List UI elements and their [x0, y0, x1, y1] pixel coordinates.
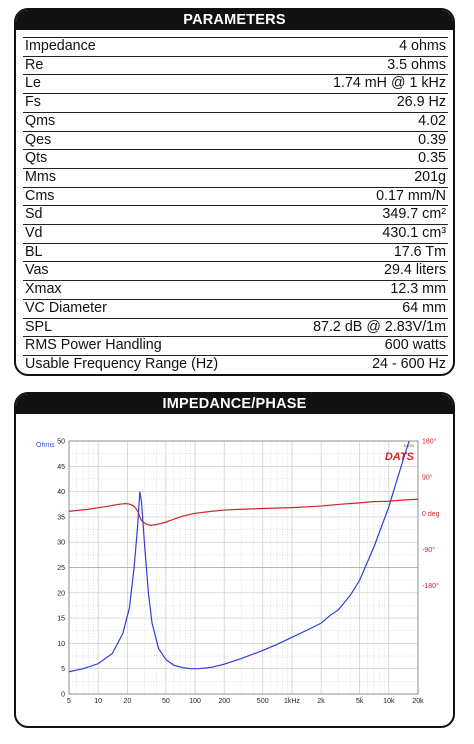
parameter-row: Qes 0.39: [23, 131, 448, 151]
x-tick-label: 2k: [317, 698, 325, 705]
parameter-label: Vas: [23, 261, 275, 282]
x-tick-label: 10k: [383, 698, 395, 705]
impedance-curve: [69, 441, 410, 673]
parameter-value: 17.6 Tm: [274, 243, 448, 263]
y-tick-label: 10: [57, 641, 65, 648]
parameter-row: SPL 87.2 dB @ 2.83V/1m: [23, 318, 448, 338]
parameters-title: PARAMETERS: [16, 10, 453, 30]
x-tick-label: 1kHz: [284, 698, 300, 705]
parameter-value: 4.02: [274, 112, 448, 132]
phase-tick-label: 90°: [422, 474, 433, 482]
parameter-label: RMS Power Handling: [23, 336, 275, 356]
parameter-row: Cms 0.17 mm/N: [23, 187, 448, 207]
impedance-phase-title: IMPEDANCE/PHASE: [16, 394, 453, 414]
parameter-value: 24 - 600 Hz: [274, 355, 448, 374]
parameter-row: Qts 0.35: [23, 149, 448, 169]
parameter-label: Fs: [23, 93, 275, 113]
parameter-label: Cms: [23, 187, 275, 207]
y-axis-label: Ohms: [36, 442, 55, 449]
parameters-table: Impedance 4 ohms Re 3.5 ohms Le 1.74 mH @ 1 k…: [23, 37, 448, 374]
x-tick-label: 100: [189, 698, 201, 705]
parameter-label: Qms: [23, 112, 275, 132]
parameter-row: Usable Frequency Range (Hz) 24 - 600 Hz: [23, 355, 448, 374]
x-tick-label: 5k: [356, 698, 364, 705]
parameter-value: 26.9 Hz: [274, 93, 448, 113]
parameter-row: Xmax 12.3 mm: [23, 280, 448, 300]
x-tick-label: 200: [218, 698, 230, 705]
y-tick-label: 25: [57, 565, 65, 572]
parameter-row: BL 17.6 Tm: [23, 243, 448, 263]
parameter-label: Usable Frequency Range (Hz): [23, 355, 275, 374]
x-tick-label: 500: [257, 698, 269, 705]
y-tick-label: 35: [57, 514, 65, 521]
x-tick-label: 50: [162, 698, 170, 705]
parameter-label: Le: [23, 74, 275, 95]
parameter-row: Qms 4.02: [23, 112, 448, 132]
parameter-label: Qts: [23, 149, 275, 169]
y-tick-label: 45: [57, 464, 65, 471]
parameter-label: Sd: [23, 205, 275, 226]
y-tick-label: 50: [57, 439, 65, 446]
parameter-row: Fs 26.9 Hz: [23, 93, 448, 113]
phase-curve: [69, 498, 418, 526]
dats-logo-small: DATS: [404, 443, 415, 448]
parameter-label: Impedance: [23, 37, 275, 57]
parameter-value: 600 watts: [274, 336, 448, 356]
parameter-value: 0.17 mm/N: [274, 187, 448, 207]
phase-tick-label: -180°: [422, 582, 439, 590]
y-tick-label: 20: [57, 590, 65, 597]
parameter-value: 349.7 cm²: [274, 205, 448, 226]
x-tick-label: 20: [123, 698, 131, 705]
parameter-value: 12.3 mm: [274, 280, 448, 300]
parameter-row: Sd 349.7 cm²: [23, 205, 448, 226]
parameter-label: Xmax: [23, 280, 275, 300]
parameter-value: 3.5 ohms: [274, 56, 448, 76]
parameter-label: SPL: [23, 318, 275, 338]
parameter-row: Vas 29.4 liters: [23, 261, 448, 282]
parameter-label: BL: [23, 243, 275, 263]
phase-tick-label: 180°: [422, 438, 437, 446]
y-tick-label: 5: [61, 666, 65, 673]
y-tick-label: 40: [57, 489, 65, 496]
dats-logo: DATS: [385, 451, 415, 463]
parameter-label: Vd: [23, 224, 275, 244]
parameter-value: 87.2 dB @ 2.83V/1m: [274, 318, 448, 338]
parameter-row: Mms 201g: [23, 168, 448, 188]
y-tick-label: 30: [57, 540, 65, 547]
parameters-panel: PARAMETERS Impedance 4 ohms Re 3.5 ohms Le 1.…: [14, 8, 455, 376]
impedance-phase-panel: IMPEDANCE/PHASE 0 5 10 15 20 25 30 35 40 45 50 5 10 2…: [14, 392, 455, 728]
phase-tick-label: 0 deg: [422, 511, 440, 518]
parameter-label: Qes: [23, 131, 275, 151]
parameter-value: 4 ohms: [274, 37, 448, 57]
parameter-row: Re 3.5 ohms: [23, 56, 448, 76]
parameter-row: RMS Power Handling 600 watts: [23, 336, 448, 356]
parameter-row: VC Diameter 64 mm: [23, 299, 448, 319]
parameter-value: 64 mm: [274, 299, 448, 319]
parameter-label: Mms: [23, 168, 275, 188]
x-tick-label: 5: [67, 698, 71, 705]
y-tick-label: 0: [61, 692, 65, 699]
parameter-row: Le 1.74 mH @ 1 kHz: [23, 74, 448, 95]
parameter-label: Re: [23, 56, 275, 76]
x-tick-label: 20k: [412, 698, 424, 705]
parameter-label: VC Diameter: [23, 299, 275, 319]
parameter-value: 430.1 cm³: [274, 224, 448, 244]
parameter-value: 0.39: [274, 131, 448, 151]
phase-tick-label: -90°: [422, 546, 435, 554]
parameter-value: 29.4 liters: [274, 261, 448, 282]
parameter-row: Vd 430.1 cm³: [23, 224, 448, 244]
parameter-value: 0.35: [274, 149, 448, 169]
x-tick-label: 10: [94, 698, 102, 705]
y-tick-label: 15: [57, 616, 65, 623]
parameter-row: Impedance 4 ohms: [23, 37, 448, 57]
parameter-value: 201g: [274, 168, 448, 188]
parameter-value: 1.74 mH @ 1 kHz: [274, 74, 448, 95]
